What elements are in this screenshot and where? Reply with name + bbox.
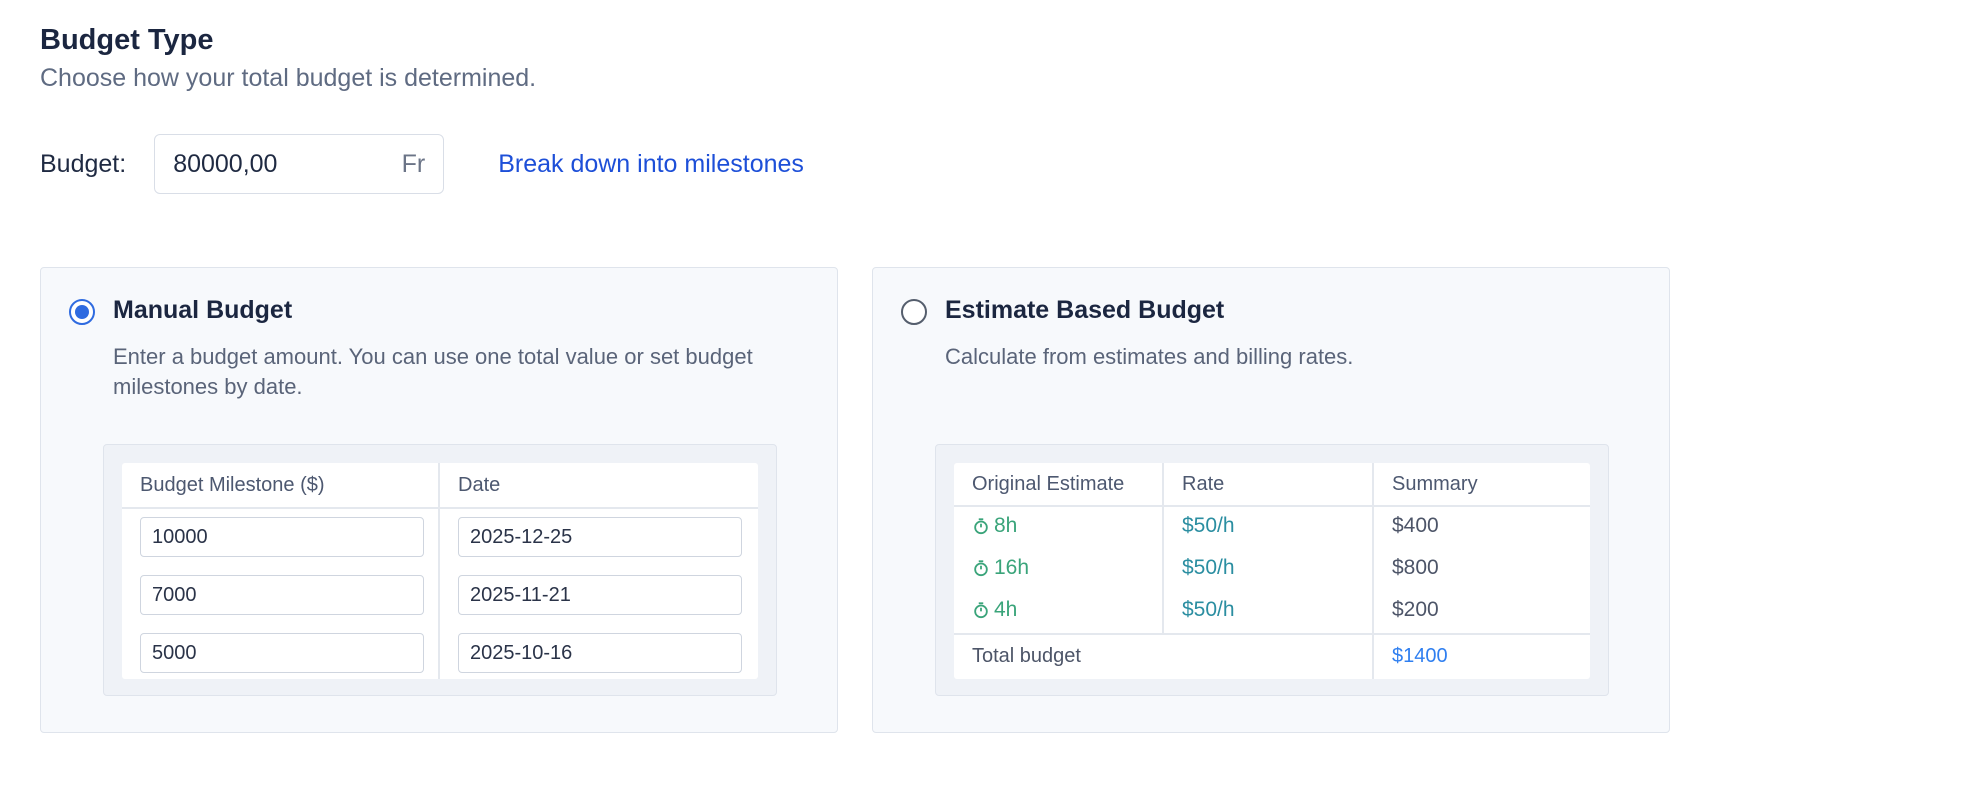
original-estimate-header: Original Estimate — [972, 473, 1125, 495]
milestone-date-input[interactable]: 2025-10-16 — [458, 633, 742, 673]
estimate-total-divider — [954, 633, 1590, 635]
estimate-table: Original Estimate Rate Summary 8h $50/h … — [954, 463, 1590, 679]
estimate-hours: 4h — [994, 598, 1018, 621]
stopwatch-icon — [974, 518, 988, 535]
estimate-budget-card[interactable]: Estimate Based Budget Calculate from est… — [872, 267, 1670, 733]
break-down-milestones-link[interactable]: Break down into milestones — [498, 149, 804, 178]
estimate-budget-description: Calculate from estimates and billing rat… — [945, 344, 1354, 369]
estimate-hours: 8h — [994, 514, 1018, 537]
milestone-date-header: Date — [458, 474, 501, 496]
estimate-rate: $50/h — [1182, 598, 1235, 621]
total-budget-label: Total budget — [972, 645, 1081, 667]
budget-label: Budget: — [40, 149, 127, 178]
total-budget-value: $1400 — [1392, 645, 1448, 667]
budget-type-subtitle: Choose how your total budget is determin… — [40, 64, 537, 92]
rate-header: Rate — [1182, 473, 1225, 495]
estimate-column-divider — [1372, 463, 1374, 679]
manual-budget-card[interactable]: Manual Budget Enter a budget amount. You… — [40, 267, 838, 733]
estimate-hours: 16h — [994, 556, 1030, 579]
estimate-table-container: Original Estimate Rate Summary 8h $50/h … — [935, 444, 1609, 696]
estimate-column-divider — [1162, 463, 1164, 633]
estimate-hours-cell: 8h — [972, 505, 1017, 547]
manual-budget-description: Enter a budget amount. You can use one t… — [113, 344, 753, 399]
stopwatch-icon — [974, 560, 988, 577]
milestone-date-input[interactable]: 2025-11-21 — [458, 575, 742, 615]
estimate-header-divider — [954, 505, 1590, 507]
estimate-summary: $400 — [1392, 514, 1439, 537]
milestone-column-divider — [438, 463, 440, 679]
budget-input[interactable]: 80000,00 Fr — [154, 134, 445, 194]
estimate-summary: $200 — [1392, 598, 1439, 621]
budget-currency-unit: Fr — [401, 149, 426, 178]
milestone-amount-input[interactable]: 5000 — [140, 633, 424, 673]
budget-row: Budget: 80000,00 Fr Break down into mile… — [40, 134, 804, 194]
estimate-budget-radio[interactable] — [901, 299, 927, 325]
milestone-table-container: Budget Milestone ($) Date 10000 2025-12-… — [103, 444, 777, 696]
milestone-amount-input[interactable]: 10000 — [140, 517, 424, 557]
estimate-rate: $50/h — [1182, 556, 1235, 579]
milestone-amount-input[interactable]: 7000 — [140, 575, 424, 615]
budget-type-title: Budget Type — [40, 24, 214, 56]
manual-budget-title: Manual Budget — [113, 296, 293, 324]
estimate-hours-cell: 4h — [972, 589, 1017, 631]
milestone-date-input[interactable]: 2025-12-25 — [458, 517, 742, 557]
milestone-amount-header: Budget Milestone ($) — [140, 474, 325, 496]
estimate-rate: $50/h — [1182, 514, 1235, 537]
budget-value: 80000,00 — [173, 149, 278, 178]
stopwatch-icon — [974, 602, 988, 619]
estimate-budget-title: Estimate Based Budget — [945, 296, 1225, 324]
milestone-table: Budget Milestone ($) Date 10000 2025-12-… — [122, 463, 758, 679]
estimate-summary: $800 — [1392, 556, 1439, 579]
manual-budget-radio[interactable] — [69, 299, 95, 325]
summary-header: Summary — [1392, 473, 1478, 495]
estimate-hours-cell: 16h — [972, 547, 1029, 589]
milestone-header-divider — [122, 507, 758, 509]
